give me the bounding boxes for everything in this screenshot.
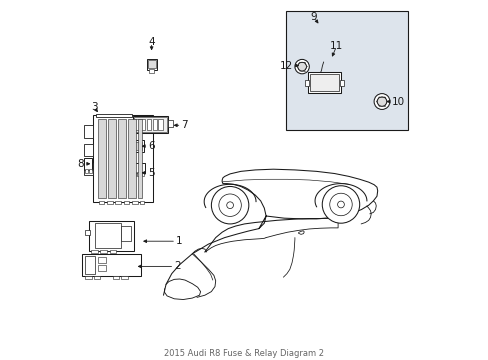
Text: 4: 4 [148,37,155,48]
Circle shape [211,186,248,224]
Bar [149,69,154,73]
Bar [141,172,144,176]
Bar [131,163,145,173]
Bar [98,257,106,263]
Bar [99,201,104,204]
Text: 6: 6 [148,141,154,151]
Circle shape [294,59,309,74]
Bar [98,265,106,271]
Bar [95,223,121,248]
Circle shape [377,97,386,106]
Bar [135,119,140,130]
Text: 9: 9 [310,12,317,22]
Text: 5: 5 [148,168,154,178]
Bar [83,163,93,175]
Bar [140,201,143,204]
Bar [115,201,121,204]
Bar [89,169,92,173]
Bar [141,119,145,130]
Bar [82,254,141,276]
Text: 1: 1 [176,236,183,246]
Bar [118,119,125,198]
Bar [89,221,133,251]
Bar [133,116,168,133]
Text: 2015 Audi R8 Fuse & Relay Diagram 2: 2015 Audi R8 Fuse & Relay Diagram 2 [164,349,324,358]
Bar [96,114,132,117]
Bar [134,117,166,132]
Text: 2: 2 [174,261,181,271]
Bar [83,144,93,156]
Bar [83,125,93,138]
Bar [168,120,173,127]
Circle shape [373,94,389,109]
Bar [91,250,98,253]
Bar [138,119,141,198]
Bar [85,276,92,279]
Text: 3: 3 [90,102,97,112]
Bar [85,169,88,173]
Bar [152,119,157,130]
Bar [137,172,140,176]
Bar [305,80,308,86]
Bar [110,250,116,253]
Bar [123,201,129,204]
Bar [133,172,136,176]
Bar [101,250,107,253]
Text: 8: 8 [78,159,84,169]
Bar [146,59,157,70]
Bar [148,60,156,68]
Circle shape [297,62,306,71]
Bar [153,122,161,131]
Text: 11: 11 [329,41,343,51]
Bar [340,80,343,86]
Bar [107,201,113,204]
Bar [121,276,127,279]
Bar [121,226,131,241]
Text: 10: 10 [391,96,405,107]
Bar [85,230,89,235]
Bar [98,119,105,198]
Bar [127,119,136,198]
Bar [158,119,163,130]
Bar [285,11,407,130]
Bar [134,142,142,150]
Bar [132,201,137,204]
Bar [84,158,92,170]
Bar [133,140,143,152]
Bar [113,276,119,279]
Circle shape [322,186,359,223]
Text: 12: 12 [280,60,293,71]
Bar [309,74,338,91]
Bar [307,72,340,93]
Bar [84,256,95,274]
Bar [92,115,153,202]
Text: 7: 7 [181,120,188,130]
Bar [94,276,101,279]
Bar [146,119,151,130]
Bar [107,119,115,198]
